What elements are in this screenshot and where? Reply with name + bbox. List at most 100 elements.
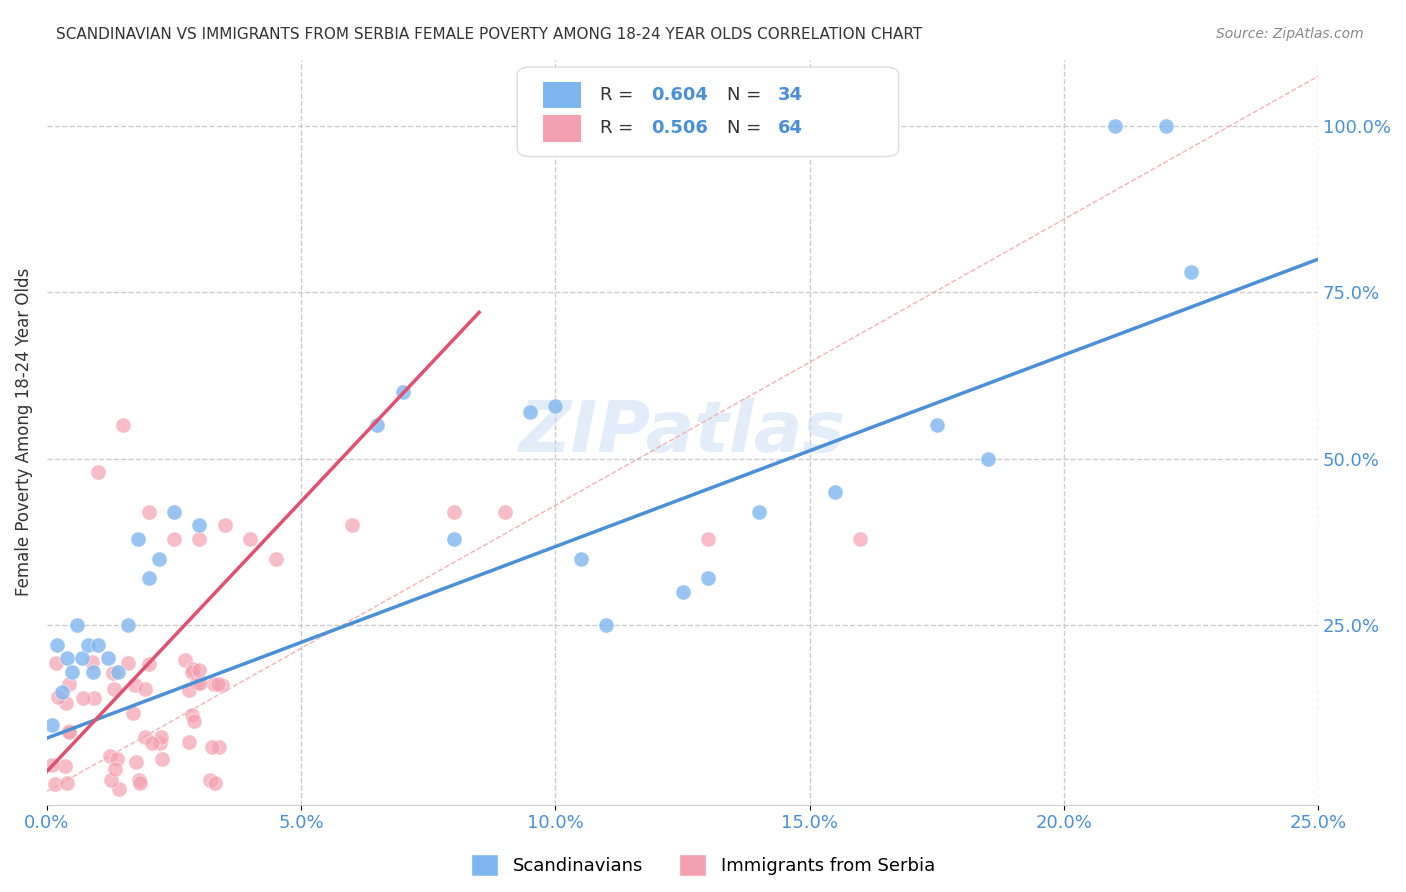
Text: R =: R = (600, 86, 638, 103)
Point (87, 465, 110, 479)
Point (569, 551, 592, 566)
Point (51, 684, 73, 698)
Point (163, 505, 186, 519)
Point (198, 773, 221, 788)
Point (188, 532, 211, 546)
Point (128, 773, 150, 788)
Point (46, 638, 69, 652)
Point (150, 752, 173, 766)
Point (188, 676, 211, 690)
Bar (543, 115, 581, 142)
Point (108, 781, 131, 796)
Point (849, 532, 872, 546)
Point (127, 532, 149, 546)
Point (392, 385, 415, 400)
Point (134, 730, 156, 744)
Point (264, 551, 287, 566)
Point (183, 714, 205, 729)
Point (595, 618, 617, 632)
Point (148, 551, 170, 566)
Text: N =: N = (727, 120, 768, 137)
Point (117, 656, 139, 670)
Point (134, 681, 156, 696)
Point (177, 683, 200, 698)
Point (748, 505, 770, 519)
Point (100, 773, 122, 788)
Y-axis label: Female Poverty Among 18-24 Year Olds: Female Poverty Among 18-24 Year Olds (15, 268, 32, 596)
Point (98, 749, 121, 764)
Point (122, 706, 145, 720)
Point (187, 663, 209, 677)
Point (138, 505, 160, 519)
Point (188, 518, 211, 533)
Point (207, 677, 229, 691)
Point (519, 405, 541, 419)
Point (177, 734, 200, 748)
Point (97, 651, 120, 665)
Point (56, 776, 79, 790)
Point (105, 752, 128, 766)
Point (824, 485, 846, 500)
Point (45, 656, 67, 670)
Point (340, 518, 363, 533)
Point (66, 618, 89, 632)
Point (204, 776, 226, 790)
Point (101, 665, 124, 680)
Point (125, 755, 148, 769)
Text: 0.506: 0.506 (651, 120, 707, 137)
Point (58, 676, 80, 690)
Point (82, 665, 104, 679)
Point (208, 740, 231, 755)
Point (82, 655, 104, 669)
Point (103, 682, 125, 697)
Point (128, 776, 150, 790)
Point (173, 653, 195, 667)
Point (60, 665, 83, 679)
Point (181, 662, 204, 676)
Point (671, 584, 693, 599)
Point (48, 690, 70, 704)
Text: N =: N = (727, 86, 768, 103)
FancyBboxPatch shape (517, 67, 898, 156)
Point (214, 518, 236, 533)
Point (138, 657, 160, 672)
Point (976, 451, 998, 466)
Text: Source: ZipAtlas.com: Source: ZipAtlas.com (1216, 27, 1364, 41)
Point (72, 651, 94, 665)
Point (58, 724, 80, 739)
Legend: Scandinavians, Immigrants from Serbia: Scandinavians, Immigrants from Serbia (464, 847, 942, 883)
Point (443, 532, 465, 546)
Point (56, 651, 79, 665)
Point (1104, 119, 1126, 133)
Point (138, 572, 160, 586)
Point (544, 399, 567, 413)
Point (53, 759, 76, 773)
Point (112, 418, 135, 433)
Point (44, 777, 66, 791)
Point (107, 665, 129, 679)
Point (72, 691, 94, 706)
Point (443, 505, 465, 519)
Point (117, 618, 139, 632)
Point (211, 678, 233, 692)
Point (141, 736, 163, 750)
Point (163, 532, 186, 546)
Point (181, 708, 204, 723)
Point (124, 678, 146, 692)
Point (239, 532, 262, 546)
Point (366, 418, 388, 433)
Point (201, 740, 224, 755)
Point (1180, 265, 1202, 279)
Point (41, 718, 63, 732)
Text: ZIPatlas: ZIPatlas (519, 398, 846, 467)
Point (41, 758, 63, 772)
Point (202, 676, 225, 690)
Point (55, 697, 77, 711)
Point (494, 505, 516, 519)
Point (149, 730, 172, 744)
Text: 64: 64 (778, 120, 803, 137)
Point (925, 418, 948, 433)
Point (180, 665, 202, 679)
Bar (543, 82, 581, 108)
Text: SCANDINAVIAN VS IMMIGRANTS FROM SERBIA FEMALE POVERTY AMONG 18-24 YEAR OLDS CORR: SCANDINAVIAN VS IMMIGRANTS FROM SERBIA F… (56, 27, 922, 42)
